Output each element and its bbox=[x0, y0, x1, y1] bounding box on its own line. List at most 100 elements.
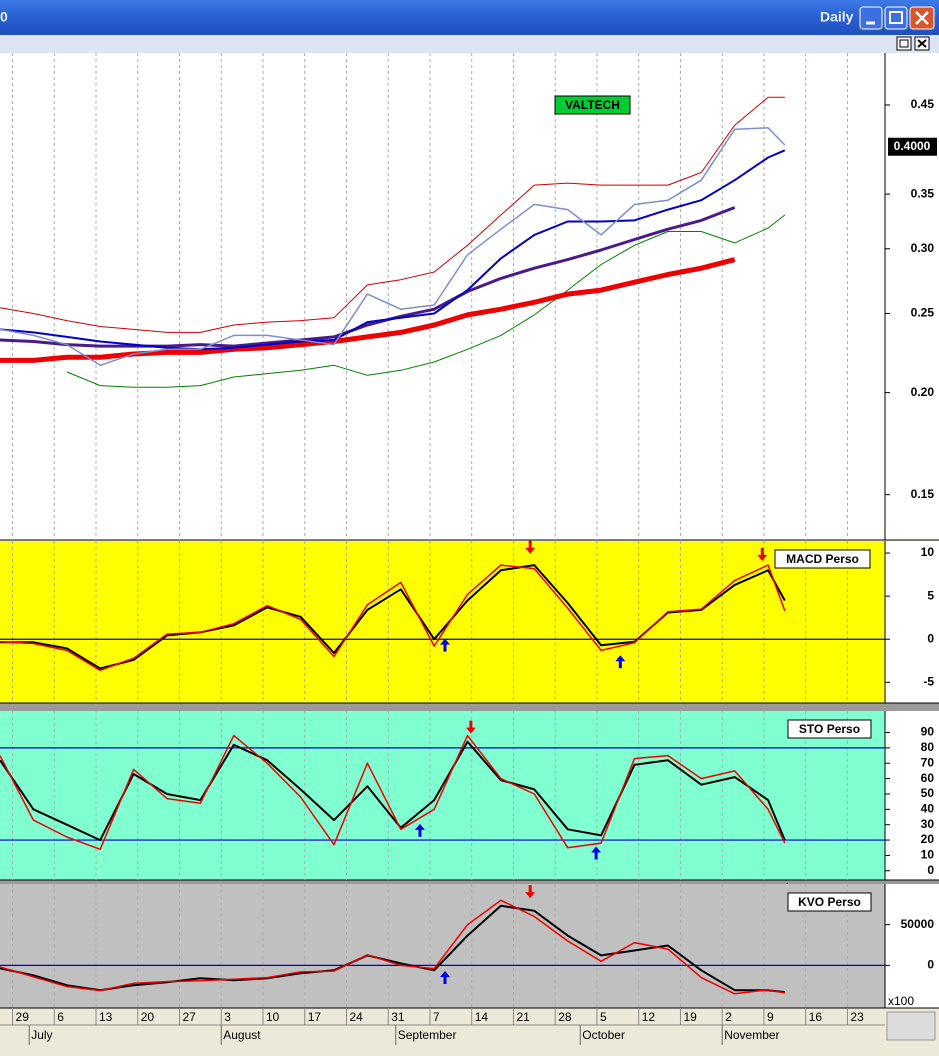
indicator-title-box bbox=[787, 719, 872, 739]
axis-background bbox=[885, 53, 939, 540]
series-line bbox=[0, 257, 736, 363]
series-line bbox=[0, 149, 786, 351]
x-tick-label: 31 bbox=[391, 1010, 405, 1024]
y-tick-label: 40 bbox=[921, 801, 935, 815]
buy-arrow bbox=[440, 971, 451, 985]
series-line bbox=[0, 206, 736, 348]
y-tick-label: 60 bbox=[921, 771, 935, 785]
indicator-title-box bbox=[787, 892, 872, 912]
y-tick-label: 0 bbox=[927, 863, 934, 877]
restore-icon bbox=[899, 39, 909, 48]
axis-background bbox=[885, 541, 939, 703]
date-axis bbox=[0, 1008, 939, 1051]
unit-label: x100 bbox=[888, 994, 914, 1008]
sell-arrow bbox=[525, 540, 536, 554]
y-tick-label: 70 bbox=[921, 755, 935, 769]
month-label: November bbox=[724, 1028, 779, 1042]
x-tick-label: 17 bbox=[308, 1010, 322, 1024]
x-tick-label: 19 bbox=[683, 1010, 697, 1024]
sell-arrow bbox=[757, 547, 768, 561]
x-tick-label: 2 bbox=[725, 1010, 732, 1024]
month-label: August bbox=[223, 1028, 261, 1042]
series-line bbox=[0, 734, 786, 851]
y-tick-label: 0 bbox=[927, 958, 934, 972]
x-tick-label: 9 bbox=[767, 1010, 774, 1024]
series-line bbox=[0, 899, 785, 995]
y-tick-label: 0 bbox=[927, 631, 934, 645]
series-line bbox=[0, 96, 785, 333]
y-tick-label: -5 bbox=[923, 674, 934, 688]
indicator-title-box bbox=[554, 95, 631, 115]
minimize-button[interactable] bbox=[859, 6, 883, 30]
panel-background bbox=[0, 711, 885, 880]
x-tick-label: 21 bbox=[516, 1010, 530, 1024]
buy-arrow bbox=[591, 846, 602, 860]
buy-arrow bbox=[615, 655, 626, 669]
menu-strip bbox=[0, 35, 939, 53]
x-tick-label: 5 bbox=[600, 1010, 607, 1024]
indicator-title: STO Perso bbox=[799, 722, 860, 736]
x-tick-label: 28 bbox=[558, 1010, 572, 1024]
x-tick-label: 13 bbox=[99, 1010, 113, 1024]
indicator-title: VALTECH bbox=[565, 98, 620, 112]
y-tick-label: 0.15 bbox=[911, 487, 935, 501]
y-tick-label: 90 bbox=[921, 725, 935, 739]
y-tick-label: 0.25 bbox=[911, 306, 935, 320]
x-tick-label: 24 bbox=[349, 1010, 363, 1024]
x-tick-label: 29 bbox=[16, 1010, 30, 1024]
x-tick-label: 12 bbox=[642, 1010, 656, 1024]
panel-divider bbox=[0, 880, 939, 884]
y-tick-label: 0.35 bbox=[911, 186, 935, 200]
last-value-label: 0.4000 bbox=[894, 139, 931, 153]
indicator-title: KVO Perso bbox=[798, 895, 861, 909]
y-tick-label: 10 bbox=[921, 848, 935, 862]
series-line bbox=[0, 564, 786, 672]
panel-divider bbox=[0, 703, 939, 711]
y-tick-label: 80 bbox=[921, 740, 935, 754]
y-tick-label: 50000 bbox=[901, 917, 935, 931]
panel-background bbox=[0, 53, 885, 540]
axis-background bbox=[885, 884, 939, 1008]
restore-button[interactable] bbox=[896, 36, 912, 51]
timeframe: Daily bbox=[820, 9, 854, 25]
corner-box bbox=[886, 1011, 936, 1041]
indicator-title: MACD Perso bbox=[786, 552, 859, 566]
x-tick-label: 10 bbox=[266, 1010, 280, 1024]
x-tick-label: 6 bbox=[57, 1010, 64, 1024]
x-tick-label: 14 bbox=[475, 1010, 489, 1024]
y-tick-label: 0.30 bbox=[911, 241, 935, 255]
x-tick-label: 27 bbox=[183, 1010, 197, 1024]
buy-arrow bbox=[414, 823, 425, 837]
series-line bbox=[0, 904, 785, 994]
series-line bbox=[66, 214, 786, 388]
sell-arrow bbox=[525, 885, 536, 899]
panel-background bbox=[0, 541, 885, 703]
y-tick-label: 30 bbox=[921, 817, 935, 831]
panel-background bbox=[0, 884, 885, 1008]
maximize-icon bbox=[889, 11, 903, 24]
last-value-box bbox=[888, 137, 937, 156]
month-label: September bbox=[398, 1028, 457, 1042]
window-title: 0 bbox=[0, 9, 8, 25]
y-tick-label: 10 bbox=[921, 545, 935, 559]
x-tick-label: 20 bbox=[141, 1010, 155, 1024]
x-tick-label: 3 bbox=[224, 1010, 231, 1024]
x-tick-label: 16 bbox=[809, 1010, 823, 1024]
title-bar bbox=[0, 0, 939, 35]
indicator-title-box bbox=[774, 549, 871, 569]
month-label: October bbox=[582, 1028, 625, 1042]
y-tick-label: 50 bbox=[921, 786, 935, 800]
series-line bbox=[0, 127, 786, 367]
maximize-button[interactable] bbox=[884, 6, 908, 30]
close-icon bbox=[915, 11, 929, 25]
y-tick-label: 5 bbox=[927, 588, 934, 602]
y-tick-label: 20 bbox=[921, 832, 935, 846]
axis-background bbox=[885, 711, 939, 880]
buy-arrow bbox=[440, 638, 451, 652]
y-tick-label: 0.45 bbox=[911, 97, 935, 111]
x-tick-label: 23 bbox=[850, 1010, 864, 1024]
sell-arrow bbox=[465, 720, 476, 734]
month-label: July bbox=[31, 1028, 52, 1042]
